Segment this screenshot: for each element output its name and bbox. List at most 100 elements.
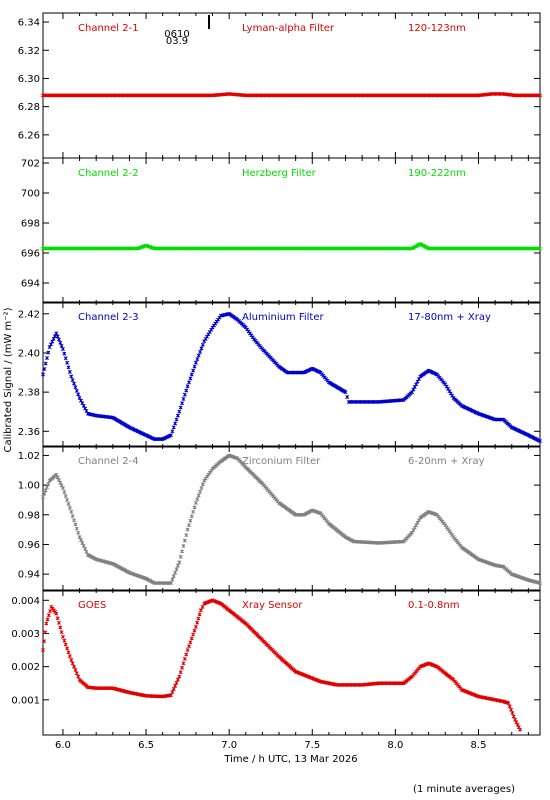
data-point — [45, 617, 50, 622]
data-point — [72, 664, 76, 669]
data-point — [169, 581, 173, 586]
data-point — [58, 625, 63, 630]
data-point — [200, 482, 205, 487]
panel-2: 694 696 698 700 702 Channel 2-2 Herzberg Filte… — [21, 157, 542, 304]
data-point — [343, 390, 348, 395]
data-point — [193, 360, 198, 365]
data-point — [181, 397, 186, 401]
data-point — [169, 693, 173, 698]
data-point — [55, 616, 60, 621]
data-point — [188, 376, 193, 381]
y-tick-label: 6.26 — [18, 130, 40, 141]
data-point — [60, 634, 65, 639]
data-point — [70, 378, 75, 383]
data-point — [41, 495, 45, 499]
data-point — [191, 632, 196, 637]
data-point — [511, 714, 516, 719]
data-point — [185, 384, 190, 389]
panel-1: 6.26 6.28 6.30 6.32 6.34 Channel 2-1 Lyman-alp… — [18, 12, 542, 159]
data-point — [509, 707, 514, 712]
data-point — [184, 388, 189, 393]
data-point — [62, 351, 67, 356]
data-point — [189, 372, 194, 377]
data-point — [199, 486, 204, 491]
data-point — [46, 481, 51, 486]
y-tick-label: 0.004 — [11, 596, 40, 607]
y-tick-label: 0.94 — [18, 570, 40, 581]
data-point — [177, 674, 182, 679]
panel-label: Xray Sensor — [242, 600, 303, 611]
x-tick-label: 6.0 — [55, 740, 71, 751]
data-point — [171, 687, 176, 691]
chart-panels: 6.26 6.28 6.30 6.32 6.34 Channel 2-1 Lyman-alp… — [11, 12, 542, 751]
x-tick-label: 8.5 — [471, 740, 487, 751]
y-tick-label: 0.98 — [18, 510, 40, 521]
data-point — [196, 616, 201, 621]
data-point — [185, 527, 190, 532]
data-point — [173, 570, 178, 575]
data-point — [72, 381, 76, 386]
data-point — [506, 701, 511, 706]
data-point — [182, 392, 187, 397]
data-point — [67, 369, 72, 374]
panel-frame — [42, 12, 541, 159]
data-point — [195, 357, 200, 362]
data-point — [41, 372, 45, 377]
data-point — [196, 493, 201, 498]
data-point — [170, 690, 175, 695]
data-point — [185, 648, 190, 653]
data-point — [67, 505, 72, 510]
data-point — [192, 364, 197, 369]
data-point — [187, 523, 191, 528]
panel-frame — [42, 589, 541, 736]
panel-label: Channel 2-3 — [78, 312, 139, 323]
data-point — [55, 334, 60, 339]
data-point — [76, 674, 81, 679]
top-annotation-line-1: 0610 — [164, 29, 189, 40]
x-tick-label: 8.0 — [387, 740, 403, 751]
data-point — [62, 490, 67, 494]
data-point — [175, 563, 180, 568]
y-tick-label: 2.40 — [18, 348, 40, 359]
data-point — [67, 654, 72, 659]
panel-frame — [42, 301, 541, 448]
panel-label: 190-222nm — [408, 168, 466, 179]
data-point — [175, 677, 180, 682]
footer-note: (1 minute averages) — [413, 784, 515, 795]
data-point — [41, 648, 45, 653]
data-point — [45, 356, 49, 361]
data-point — [199, 346, 204, 351]
data-point — [189, 514, 194, 519]
data-point — [70, 514, 75, 518]
panel-label: Aluminium Filter — [242, 312, 325, 323]
x-tick-label: 7.5 — [304, 740, 320, 751]
data-point — [198, 608, 203, 613]
data-point — [79, 538, 83, 542]
data-point — [44, 621, 49, 626]
data-point — [45, 485, 49, 490]
data-point — [60, 347, 65, 351]
y-tick-label: 2.38 — [18, 388, 40, 399]
data-point — [181, 661, 186, 666]
y-tick-label: 6.28 — [18, 102, 40, 113]
data-point — [187, 644, 191, 649]
y-tick-label: 0.96 — [18, 540, 40, 551]
panel-label: 6-20nm + Xray — [408, 456, 485, 467]
data-point — [66, 650, 71, 655]
data-point — [43, 361, 48, 366]
y-tick-label: 698 — [21, 219, 40, 230]
data-point — [81, 544, 86, 548]
data-point — [169, 433, 173, 438]
data-point — [192, 505, 197, 510]
y-tick-label: 2.42 — [18, 309, 40, 320]
panel-label: Lyman-alpha Filter — [242, 23, 335, 34]
data-point — [173, 421, 178, 426]
y-tick-label: 0.002 — [11, 662, 40, 673]
data-point — [58, 340, 63, 345]
data-point — [54, 611, 59, 616]
data-point — [195, 620, 200, 625]
y-tick-label: 0.003 — [11, 629, 40, 640]
data-point — [65, 360, 70, 365]
data-point — [76, 530, 81, 535]
data-point — [42, 491, 47, 496]
